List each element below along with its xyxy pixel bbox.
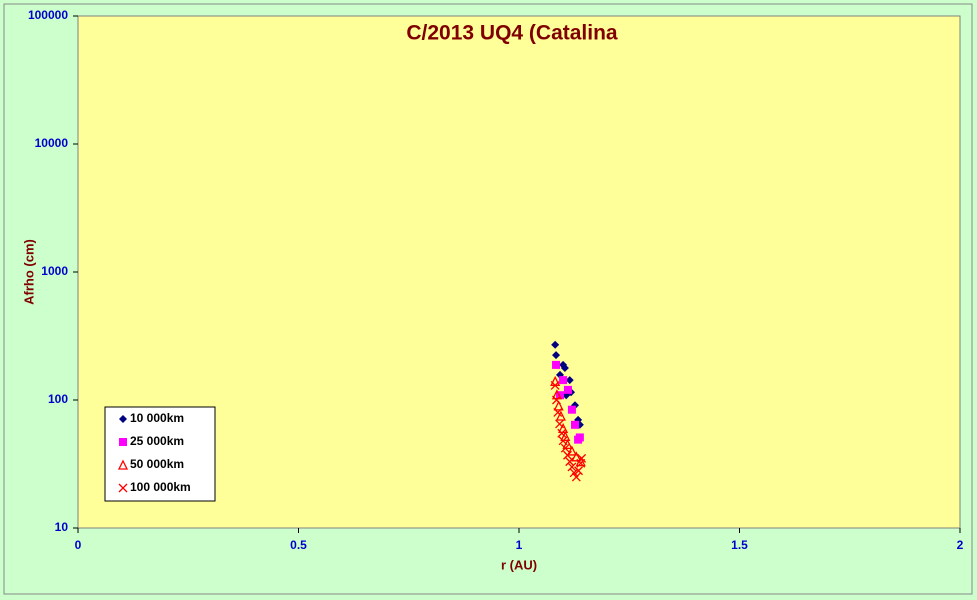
legend-label: 50 000km: [130, 457, 184, 471]
y-tick-label: 100000: [28, 8, 68, 22]
y-tick-label: 1000: [41, 264, 68, 278]
y-axis-label: Afrho (cm): [21, 239, 36, 305]
cross-point: [565, 457, 575, 467]
cross-point: [577, 453, 587, 463]
legend-label: 25 000km: [130, 434, 184, 448]
x-tick-label: 1.5: [731, 538, 748, 552]
legend-label: 10 000km: [130, 411, 184, 425]
x-axis-label: r (AU): [501, 557, 537, 572]
x-tick-label: 2: [957, 538, 964, 552]
square-point: [552, 360, 561, 369]
legend-label: 100 000km: [130, 480, 191, 494]
chart-title: C/2013 UQ4 (Catalina: [406, 22, 618, 45]
triangle-point: [566, 445, 577, 456]
plot-area: [77, 15, 961, 529]
legend-marker: [118, 483, 128, 493]
square-point: [571, 420, 580, 429]
cross-point: [574, 466, 583, 476]
cross-point: [560, 443, 570, 453]
legend-marker: [119, 438, 127, 446]
x-tick-label: 0.5: [290, 538, 307, 552]
cross-point: [567, 462, 577, 472]
triangle-point: [555, 410, 566, 421]
square-point: [563, 385, 572, 394]
y-tick-label: 100: [48, 392, 68, 406]
x-tick-label: 0: [75, 538, 82, 552]
cross-point: [558, 436, 568, 446]
legend-marker: [119, 415, 127, 423]
y-tick-label: 10: [55, 520, 69, 534]
cross-point: [555, 419, 565, 429]
legend-marker: [117, 459, 129, 470]
y-tick-label: 10000: [35, 136, 69, 150]
triangle-point: [562, 438, 573, 450]
diamond-point: [552, 351, 561, 360]
triangle-point: [553, 400, 564, 411]
square-point: [556, 391, 565, 400]
square-point: [567, 405, 576, 414]
cross-point: [569, 468, 579, 478]
cross-point: [552, 395, 561, 405]
diamond-point: [560, 363, 569, 372]
square-point: [559, 376, 568, 385]
diamond-point: [565, 376, 574, 385]
cross-point: [563, 450, 572, 460]
cross-point: [550, 380, 560, 390]
triangle-point: [560, 430, 571, 442]
square-point: [575, 433, 584, 442]
diamond-point: [551, 340, 560, 349]
cross-point: [571, 472, 581, 482]
triangle-point: [571, 451, 582, 462]
x-tick-label: 1: [516, 538, 523, 552]
cross-point: [553, 407, 563, 417]
cross-point: [557, 428, 567, 438]
